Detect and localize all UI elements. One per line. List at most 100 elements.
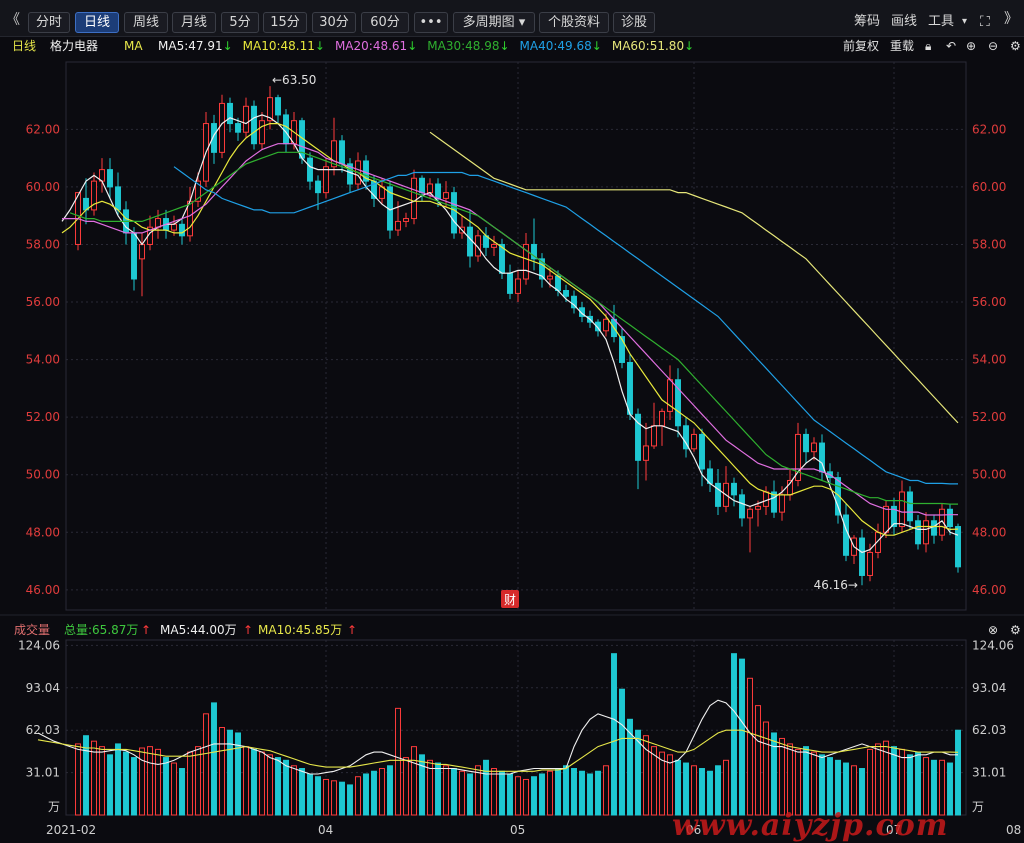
tab-30min[interactable]: 30分: [312, 12, 356, 33]
candle-down: [891, 505, 897, 528]
volume-bar: [787, 743, 793, 816]
volume-bar: [747, 677, 753, 816]
candle-down: [683, 425, 689, 450]
volume-bar: [339, 781, 345, 816]
reload-button[interactable]: 重载: [890, 39, 915, 53]
volume-title: 成交量: [14, 623, 51, 637]
volume-bar: [315, 776, 321, 816]
tab-15min[interactable]: 15分: [263, 12, 307, 33]
tab-intraday[interactable]: 分时: [28, 12, 70, 33]
candle-up: [779, 494, 785, 513]
finance-badge: [501, 590, 519, 608]
volume-bar: [539, 773, 545, 816]
candle-up: [763, 491, 769, 507]
volume-bar: [275, 757, 281, 816]
volume-bar: [899, 748, 905, 816]
volume-bar: [507, 773, 513, 816]
candle-up: [651, 425, 657, 447]
tab-daily[interactable]: 日线: [75, 12, 119, 33]
x-label: 07: [886, 823, 901, 837]
volume-bar: [483, 759, 489, 816]
candle-down: [563, 290, 569, 297]
annotations: ←63.50 46.16→ 财: [272, 73, 858, 608]
volume-bar: [619, 688, 625, 816]
close-volume-icon[interactable]: ⊗: [988, 623, 999, 637]
price-tick-left: 62.00: [26, 122, 60, 136]
ma-down-arrow: ↓: [407, 39, 418, 53]
candle-down: [619, 336, 625, 363]
candle-down: [803, 433, 809, 453]
lock-icon[interactable]: 🔒︎: [925, 39, 932, 53]
stock-info-button[interactable]: 个股资料: [539, 12, 609, 33]
adjust-button[interactable]: 前复权: [843, 39, 880, 53]
volume-bar: [555, 768, 561, 816]
more-button[interactable]: •••: [414, 12, 448, 33]
volume-bar: [355, 776, 361, 816]
candle-up: [195, 180, 201, 202]
candle-up: [267, 97, 273, 122]
ma-down-arrow: ↓: [222, 39, 233, 53]
ma-line-ma60: [429, 131, 959, 424]
draw-line-button[interactable]: 画线: [891, 14, 918, 29]
candle-down: [435, 183, 441, 199]
candle-up: [491, 243, 497, 248]
candle-down: [275, 97, 281, 116]
candle-up: [755, 505, 761, 510]
volume-tick-left: 31.01: [26, 766, 60, 780]
volume-total: 总量:65.87万: [64, 623, 139, 637]
multi-period-dropdown[interactable]: 多周期图 ▾: [453, 12, 535, 33]
tools-dropdown-icon[interactable]: ▾: [962, 16, 968, 27]
forward-icon[interactable]: 》: [1004, 11, 1018, 27]
price-tick-right: 58.00: [972, 237, 1006, 251]
x-axis-labels: 2021-02 04 05 06 07 08: [46, 823, 1021, 837]
tab-monthly[interactable]: 月线: [172, 12, 216, 33]
volume-bar: [755, 705, 761, 816]
back-icon[interactable]: 《: [6, 12, 20, 28]
volume-bar: [627, 718, 633, 816]
tab-60min[interactable]: 60分: [361, 12, 409, 33]
candle-up: [811, 442, 817, 453]
volume-settings-icon[interactable]: ⚙: [1010, 623, 1021, 637]
volume-bar: [403, 757, 409, 816]
volume-tick-right: 124.06: [972, 638, 1014, 652]
candle-down: [627, 361, 633, 415]
candle-down: [571, 295, 577, 309]
volume-bar: [723, 759, 729, 816]
volume-bar: [699, 768, 705, 816]
ma-down-arrow: ↓: [591, 39, 602, 53]
candle-up: [795, 433, 801, 481]
volume-axes: 124.06 124.06 93.04 93.04 62.03 62.03 31.01 31.…: [18, 638, 1014, 814]
volume-bar: [147, 746, 153, 816]
candle-down: [211, 123, 217, 153]
volume-bar: [251, 748, 257, 816]
volume-bar: [571, 768, 577, 816]
indicator-name[interactable]: MA: [124, 39, 143, 53]
volume-bar: [883, 740, 889, 816]
volume-bar: [739, 658, 745, 816]
fullscreen-icon[interactable]: ⛶: [980, 14, 990, 30]
candle-down: [843, 514, 849, 556]
candle-down: [771, 491, 777, 513]
volume-bars: [75, 653, 961, 816]
volume-bar: [763, 721, 769, 816]
tab-5min[interactable]: 5分: [221, 12, 259, 33]
volume-tick-left: 124.06: [18, 638, 60, 652]
ma-line-ma5: [61, 114, 959, 554]
volume-bar: [419, 754, 425, 816]
stock-name: 格力电器: [50, 39, 99, 53]
undo-icon[interactable]: ↶: [946, 39, 957, 53]
tab-weekly[interactable]: 周线: [124, 12, 168, 33]
diagnose-button[interactable]: 诊股: [613, 12, 655, 33]
candle-up: [139, 243, 145, 260]
zoom-out-icon[interactable]: ⊖: [988, 39, 999, 53]
volume-bar: [491, 768, 497, 816]
zoom-in-icon[interactable]: ⊕: [966, 39, 977, 53]
price-tick-right: 52.00: [972, 410, 1006, 424]
volume-unit-right: 万: [972, 800, 984, 814]
candle-down: [235, 123, 241, 133]
tools-button[interactable]: 工具: [928, 14, 955, 29]
settings-icon[interactable]: ⚙: [1010, 39, 1021, 53]
chip-button[interactable]: 筹码: [854, 14, 881, 29]
candle-down: [531, 243, 537, 260]
